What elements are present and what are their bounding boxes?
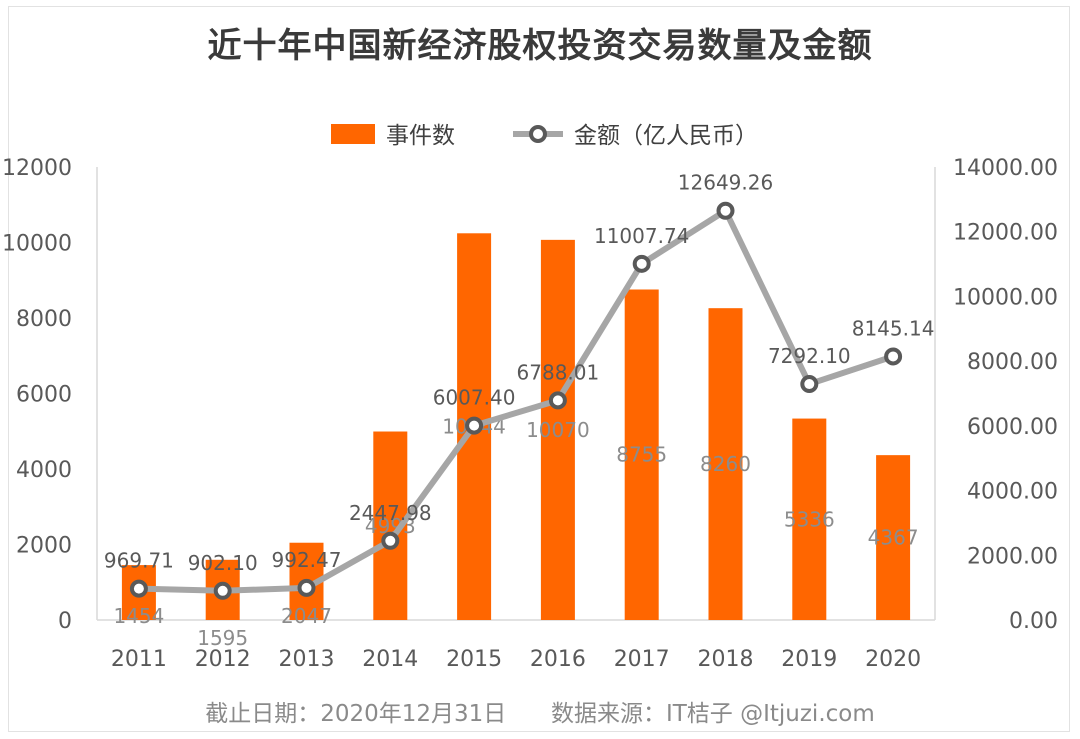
line-point (632, 254, 651, 273)
bar-value-label: 8755 (616, 443, 667, 467)
source-note: 截止日期：2020年12月31日 数据来源：IT桔子 @Itjuzi.com (0, 694, 1080, 728)
line-point (465, 416, 484, 435)
line-point (800, 375, 819, 394)
y-right-tick-label: 4000.00 (967, 480, 1058, 505)
y-right-tick-label: 12000.00 (953, 221, 1058, 246)
x-tick-label: 2014 (362, 647, 418, 672)
line-value-label: 7292.10 (768, 344, 851, 368)
chart-frame (8, 6, 1070, 732)
bar (708, 308, 743, 620)
x-tick-label: 2013 (279, 647, 335, 672)
line-value-label: 2447.98 (349, 501, 432, 525)
line-point (884, 347, 903, 366)
y-left-tick-label: 6000 (16, 383, 72, 408)
bar-value-label: 4367 (868, 526, 919, 550)
bar-value-label: 5336 (784, 507, 835, 531)
x-tick-label: 2015 (446, 647, 502, 672)
x-tick-label: 2017 (614, 647, 670, 672)
y-right-tick-label: 14000.00 (953, 156, 1058, 181)
y-right-tick-label: 2000.00 (967, 544, 1058, 569)
line-value-label: 902.10 (188, 551, 258, 575)
line-value-label: 992.47 (272, 548, 342, 572)
legend-label-bar: 事件数 (386, 123, 455, 149)
data-source: 数据来源：IT桔子 @Itjuzi.com (550, 701, 875, 727)
line-value-label: 6007.40 (433, 386, 516, 410)
line-path (138, 207, 895, 594)
legend-swatch-bar (331, 124, 375, 144)
line-value-label: 11007.74 (594, 224, 689, 248)
x-tick-label: 2020 (865, 647, 921, 672)
x-tick-label: 2018 (698, 647, 754, 672)
bar-value-label: 1454 (113, 604, 164, 628)
bar-value-label: 2047 (281, 604, 332, 628)
y-left-tick-label: 4000 (16, 458, 72, 483)
line-point (213, 581, 232, 600)
y-right-tick-label: 0.00 (1009, 609, 1058, 634)
bar (876, 455, 911, 620)
axes: 0 2000 4000 6000 8000 10000 12000 0.00 2000.00 40… (2, 156, 1058, 672)
y-left-tick-label: 8000 (16, 307, 72, 332)
bar (792, 418, 827, 620)
x-tick-label: 2012 (195, 647, 251, 672)
y-left-tick-label: 12000 (2, 156, 72, 181)
line-point (548, 391, 567, 410)
date-note: 截止日期：2020年12月31日 (205, 701, 507, 727)
x-tick-label: 2011 (111, 647, 167, 672)
y-right-tick-label: 8000.00 (967, 350, 1058, 375)
line-point (129, 579, 148, 598)
line-value-label: 969.71 (104, 549, 174, 573)
bar-value-label: 8260 (700, 452, 751, 476)
line-series (129, 201, 903, 600)
legend-label-line: 金额（亿人民币） (574, 123, 758, 149)
bar (540, 239, 575, 621)
line-point (297, 578, 316, 597)
y-right-tick-label: 6000.00 (967, 415, 1058, 440)
y-left-tick-label: 10000 (2, 232, 72, 257)
x-tick-label: 2016 (530, 647, 586, 672)
y-left-tick-label: 2000 (16, 534, 72, 559)
line-value-label: 8145.14 (852, 316, 935, 340)
line-point (381, 531, 400, 550)
bar (624, 289, 659, 620)
line-point (716, 201, 735, 220)
line-value-label: 12649.26 (678, 171, 773, 195)
legend: 事件数 金额（亿人民币） (331, 123, 758, 149)
legend-marker-line (529, 125, 547, 143)
line-value-label: 6788.01 (517, 360, 600, 384)
x-tick-label: 2019 (781, 647, 837, 672)
y-left-tick-label: 0 (58, 609, 72, 634)
bar-value-label: 1595 (197, 626, 248, 650)
y-right-tick-label: 10000.00 (953, 285, 1058, 310)
chart-title: 近十年中国新经济股权投资交易数量及金额 (207, 26, 873, 66)
bar-value-label: 10070 (526, 418, 590, 442)
